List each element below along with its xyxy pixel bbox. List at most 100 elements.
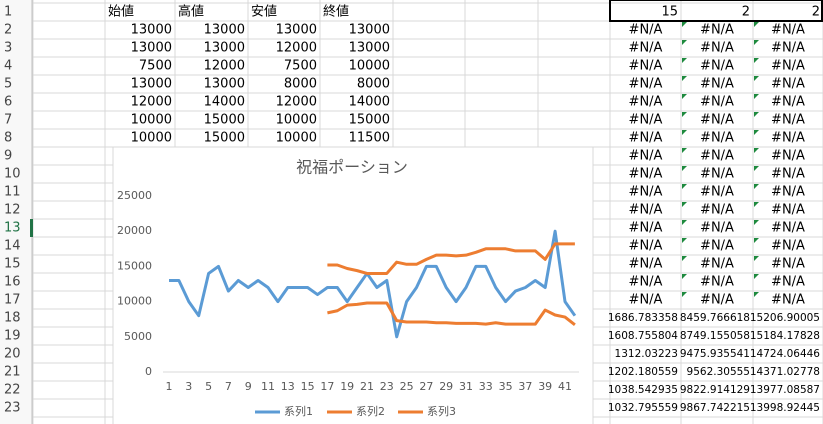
error-indicator	[754, 238, 759, 243]
cell-value: #N/A	[700, 23, 734, 38]
row-number: 2	[4, 23, 12, 38]
cell-value: 13977.08587	[750, 384, 820, 396]
row-number: 19	[4, 329, 21, 344]
cell-value: #N/A	[629, 113, 663, 128]
cell-value: #N/A	[771, 149, 805, 164]
error-indicator	[682, 274, 687, 279]
row-number: 21	[4, 365, 21, 380]
cell-value: #N/A	[771, 203, 805, 218]
cell-value: 13998.92445	[750, 402, 820, 414]
column-header-cell: 終値	[323, 4, 349, 20]
cell-value: 9562.30555	[687, 366, 750, 378]
cell-value: 13000	[349, 41, 390, 56]
cell-value: 11500	[349, 131, 390, 146]
x-tick-label: 39	[538, 380, 552, 393]
cell-value: #N/A	[771, 185, 805, 200]
x-tick-label: 17	[320, 380, 334, 393]
row-number: 12	[4, 203, 21, 218]
row-header-bg	[0, 0, 32, 424]
cell-value: #N/A	[629, 131, 663, 146]
y-tick-label: 5000	[124, 330, 152, 343]
cell-value: 13000	[131, 77, 172, 92]
error-indicator	[682, 76, 687, 81]
row-number: 4	[4, 59, 12, 74]
cell-value: #N/A	[629, 221, 663, 236]
y-tick-label: 0	[145, 365, 152, 378]
x-tick-label: 35	[499, 380, 513, 393]
cell-value: #N/A	[771, 167, 805, 182]
cell-value: #N/A	[771, 275, 805, 290]
cell-value: #N/A	[700, 185, 734, 200]
error-indicator	[682, 220, 687, 225]
x-tick-label: 21	[360, 380, 374, 393]
cell-value: 8000	[357, 77, 390, 92]
cell-value: #N/A	[700, 77, 734, 92]
cell-value: #N/A	[700, 95, 734, 110]
selection-border	[609, 0, 823, 22]
cell-value: 15184.17828	[750, 330, 820, 342]
cell-value: #N/A	[629, 77, 663, 92]
cell-value: #N/A	[629, 41, 663, 56]
cell-value: 12000	[131, 95, 172, 110]
column-header-cell: 始値	[108, 4, 134, 20]
error-indicator	[682, 256, 687, 261]
error-indicator	[682, 202, 687, 207]
row-number: 3	[4, 41, 12, 56]
cell-value: #N/A	[700, 59, 734, 74]
cell-value: #N/A	[629, 275, 663, 290]
row-number: 9	[4, 149, 12, 164]
cell-value: 8000	[284, 77, 317, 92]
cell-value: #N/A	[771, 23, 805, 38]
cell-value: 9475.935541	[680, 348, 750, 360]
error-indicator	[682, 22, 687, 27]
cell-value: 10000	[276, 113, 317, 128]
cell-value: #N/A	[629, 185, 663, 200]
cell-value: 15206.90005	[750, 312, 820, 324]
cell-value: #N/A	[629, 149, 663, 164]
cell-value: 14724.06446	[750, 348, 820, 360]
cell-value: #N/A	[700, 167, 734, 182]
cell-value: #N/A	[629, 95, 663, 110]
row-number: 7	[4, 113, 12, 128]
cell-value: 2	[742, 5, 750, 20]
row-number: 5	[4, 77, 12, 92]
x-tick-label: 15	[301, 380, 315, 393]
cell-value: 9867.742215	[680, 402, 750, 414]
row-number: 11	[4, 185, 21, 200]
cell-value: #N/A	[700, 221, 734, 236]
cell-value: #N/A	[700, 293, 734, 308]
cell-value: #N/A	[771, 239, 805, 254]
cell-value: 10000	[131, 131, 172, 146]
error-indicator	[754, 22, 759, 27]
error-indicator	[682, 58, 687, 63]
y-tick-label: 20000	[117, 224, 152, 237]
legend-label: 系列3	[427, 404, 456, 418]
cell-value: #N/A	[700, 41, 734, 56]
row-number: 8	[4, 131, 12, 146]
cell-value: 2	[812, 5, 820, 20]
y-tick-label: 25000	[117, 189, 152, 202]
cell-value: #N/A	[771, 41, 805, 56]
x-tick-label: 37	[518, 380, 532, 393]
row-number: 13	[4, 221, 21, 236]
x-tick-label: 1	[166, 380, 173, 393]
column-header-cell: 高値	[178, 4, 204, 20]
cell-value: #N/A	[771, 221, 805, 236]
x-tick-label: 27	[419, 380, 433, 393]
row-number: 10	[4, 167, 21, 182]
error-indicator	[682, 292, 687, 297]
cell-value: 14000	[349, 95, 390, 110]
series-line	[169, 229, 577, 339]
cell-value: 15000	[204, 113, 245, 128]
selected-row-indicator	[30, 219, 33, 237]
error-indicator	[754, 256, 759, 261]
cell-value: 13000	[204, 41, 245, 56]
row-number: 15	[4, 257, 21, 272]
series-line	[327, 242, 575, 275]
row-number: 23	[4, 401, 21, 416]
x-tick-label: 7	[225, 380, 232, 393]
cell-value: #N/A	[700, 113, 734, 128]
error-indicator	[754, 202, 759, 207]
error-indicator	[754, 166, 759, 171]
